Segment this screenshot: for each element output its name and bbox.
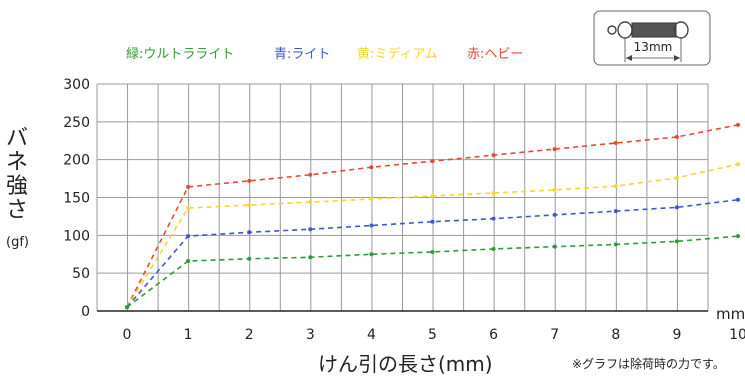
data-point bbox=[186, 259, 191, 264]
x-tick-label: 4 bbox=[367, 327, 376, 343]
data-point bbox=[491, 216, 496, 221]
data-point bbox=[674, 134, 679, 139]
data-point bbox=[186, 184, 191, 189]
y-tick-label: 200 bbox=[63, 153, 90, 169]
series-line bbox=[126, 124, 739, 308]
data-point bbox=[736, 162, 740, 167]
data-point bbox=[552, 187, 557, 192]
x-tick-label: 1 bbox=[184, 327, 193, 343]
data-point bbox=[308, 227, 313, 232]
data-point bbox=[613, 209, 618, 214]
y-tick-label: 50 bbox=[72, 266, 90, 282]
y-tick-label: 100 bbox=[63, 228, 90, 244]
data-point bbox=[736, 234, 740, 239]
data-point bbox=[491, 246, 496, 251]
series-line bbox=[126, 235, 739, 308]
data-point bbox=[674, 175, 679, 180]
data-point bbox=[247, 178, 252, 183]
x-tick-label: 6 bbox=[489, 327, 498, 343]
spring-diagram: 13mm bbox=[593, 10, 711, 66]
x-axis-unit: mm bbox=[716, 305, 745, 323]
tick-labels: 0 50 100 150 200 250 300 0 1 2 3 4 5 6 7 8 9 10 bbox=[63, 77, 745, 343]
y-axis-unit: (gf) bbox=[6, 235, 29, 250]
data-point bbox=[430, 219, 435, 224]
data-point bbox=[736, 197, 740, 202]
data-point bbox=[736, 122, 740, 127]
data-point bbox=[308, 255, 313, 260]
data-point bbox=[186, 206, 191, 211]
y-axis-title-char: 強 bbox=[6, 174, 29, 199]
x-tick-label: 7 bbox=[550, 327, 559, 343]
data-point bbox=[674, 239, 679, 244]
dimension-arrow bbox=[624, 38, 682, 62]
data-point bbox=[430, 159, 435, 164]
legend-item-blue: 青:ライト bbox=[274, 47, 331, 62]
y-tick-label: 250 bbox=[63, 115, 90, 131]
data-point bbox=[186, 234, 191, 239]
data-point bbox=[308, 200, 313, 205]
data-point bbox=[125, 305, 129, 310]
data-point bbox=[613, 141, 618, 146]
data-point bbox=[369, 252, 374, 257]
data-point bbox=[430, 193, 435, 198]
data-point bbox=[247, 256, 252, 261]
data-point bbox=[552, 147, 557, 152]
y-axis-title-char: ネ bbox=[6, 150, 29, 175]
x-tick-label: 9 bbox=[672, 327, 681, 343]
x-tick-label: 0 bbox=[123, 327, 132, 343]
legend-item-red: 赤:ヘビー bbox=[467, 47, 524, 62]
data-point bbox=[369, 223, 374, 228]
data-point bbox=[247, 203, 252, 208]
y-tick-label: 300 bbox=[63, 77, 90, 93]
series-line bbox=[126, 198, 739, 308]
x-tick-label: 5 bbox=[428, 327, 437, 343]
dimension-label: 13mm bbox=[634, 40, 673, 54]
y-tick-label: 0 bbox=[81, 304, 90, 320]
y-tick-label: 150 bbox=[63, 191, 90, 207]
footnote: ※グラフは除荷時の力です。 bbox=[572, 357, 725, 371]
data-point bbox=[613, 242, 618, 247]
data-point bbox=[430, 249, 435, 254]
grid bbox=[96, 83, 709, 312]
data-point bbox=[552, 244, 557, 249]
x-axis-title: けん引の長さ(mm) bbox=[318, 352, 493, 376]
x-tick-label: 8 bbox=[611, 327, 620, 343]
x-tick-label: 3 bbox=[306, 327, 315, 343]
data-point bbox=[552, 212, 557, 217]
y-axis-title-char: さ bbox=[6, 198, 29, 223]
data-point bbox=[369, 197, 374, 202]
legend-item-yellow: 黄:ミディアム bbox=[357, 47, 438, 62]
series-lines bbox=[125, 122, 740, 310]
data-point bbox=[369, 165, 374, 170]
data-point bbox=[308, 172, 313, 177]
data-point bbox=[613, 184, 618, 189]
data-point bbox=[491, 190, 496, 195]
spring-icon bbox=[607, 21, 689, 39]
data-point bbox=[247, 230, 252, 235]
data-point bbox=[491, 153, 496, 158]
x-tick-label: 2 bbox=[245, 327, 254, 343]
data-point bbox=[674, 205, 679, 210]
x-tick-label: 10 bbox=[729, 327, 745, 343]
legend-item-green: 緑:ウルトラライト bbox=[126, 47, 235, 62]
y-axis-title-char: バ bbox=[6, 126, 29, 151]
